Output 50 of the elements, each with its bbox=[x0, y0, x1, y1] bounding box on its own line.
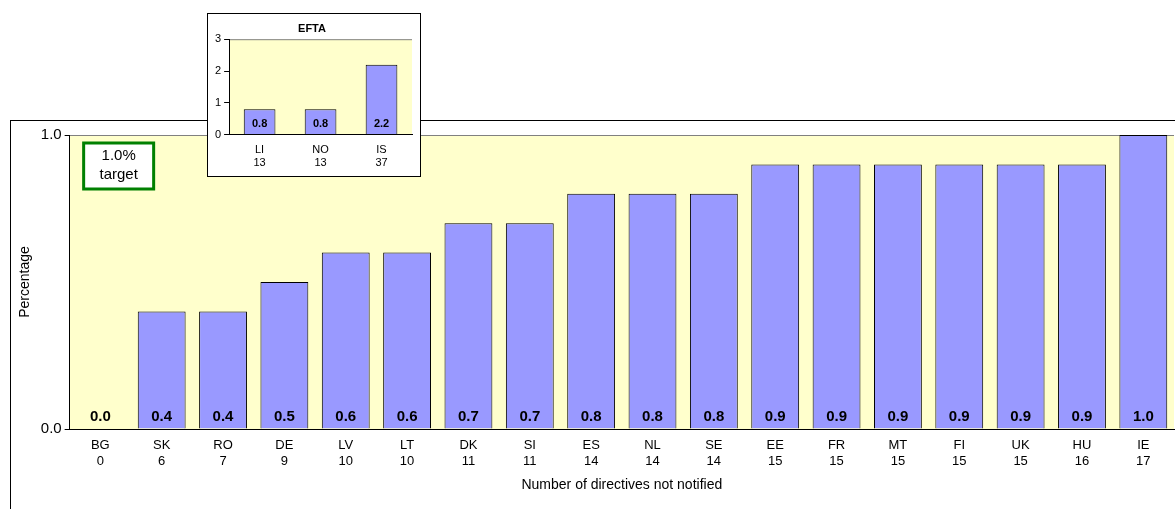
x-tick-label: NL 14 bbox=[644, 437, 661, 468]
x-tick-label: SE 14 bbox=[705, 437, 723, 468]
data-label: 2.2 bbox=[373, 117, 390, 130]
x-tick-label: IS 37 bbox=[375, 143, 388, 169]
data-label: 0.7 bbox=[458, 406, 479, 424]
x-tick-label: BG 0 bbox=[90, 437, 110, 468]
x-tick-label: SK 6 bbox=[153, 437, 171, 468]
data-label: 0.6 bbox=[396, 406, 418, 424]
x-tick-label: ES 14 bbox=[582, 437, 601, 468]
data-label: 0.7 bbox=[519, 406, 541, 424]
x-tick-label: FI 15 bbox=[952, 437, 967, 468]
data-label: 0.4 bbox=[212, 406, 235, 424]
data-label: 0.8 bbox=[642, 406, 663, 424]
x-tick-label: DE 9 bbox=[275, 437, 294, 468]
x-tick-label: UK 15 bbox=[1011, 437, 1030, 468]
x-tick-label: EE 15 bbox=[766, 437, 785, 468]
x-tick-label: FR 15 bbox=[827, 437, 846, 468]
data-label: 0.9 bbox=[948, 406, 970, 424]
x-axis-title: Number of directives not notified bbox=[521, 476, 723, 493]
x-tick-label: MT 15 bbox=[888, 437, 908, 468]
y-tick-label: 2 bbox=[214, 64, 222, 77]
data-label: 0.0 bbox=[89, 406, 111, 424]
y-tick-label: 0 bbox=[214, 127, 222, 140]
data-label: 0.9 bbox=[1010, 406, 1032, 424]
data-label: 0.5 bbox=[273, 406, 295, 424]
data-label: 1.0 bbox=[1132, 406, 1154, 424]
x-tick-label: DK 11 bbox=[459, 437, 478, 468]
x-tick-label: LT 10 bbox=[399, 437, 415, 468]
data-label: 0.8 bbox=[580, 406, 602, 424]
data-label: 0.8 bbox=[703, 406, 725, 424]
data-label: 0.9 bbox=[1071, 406, 1093, 424]
data-label: 0.9 bbox=[826, 406, 847, 424]
chart-title: EFTA bbox=[298, 21, 327, 34]
y-tick-label: 1 bbox=[214, 95, 222, 108]
x-tick-label: SI 11 bbox=[523, 437, 537, 468]
data-label: 0.8 bbox=[251, 117, 268, 130]
x-tick-label: IE 17 bbox=[1136, 437, 1151, 468]
data-label: 0.6 bbox=[335, 406, 357, 424]
y-tick-label: 3 bbox=[214, 32, 222, 45]
y-axis-title: Percentage bbox=[16, 245, 33, 318]
data-label: 0.9 bbox=[887, 406, 909, 424]
x-tick-label: LI 13 bbox=[253, 143, 266, 169]
x-tick-label: LV 10 bbox=[338, 437, 354, 468]
data-label: 0.8 bbox=[312, 117, 329, 130]
annotation: 1.0% target bbox=[99, 145, 139, 182]
x-tick-label: NO 13 bbox=[312, 143, 330, 169]
x-tick-label: RO 7 bbox=[213, 437, 233, 468]
x-tick-label: HU 16 bbox=[1072, 437, 1092, 468]
data-label: 0.4 bbox=[151, 406, 173, 424]
data-label: 0.9 bbox=[764, 406, 786, 424]
